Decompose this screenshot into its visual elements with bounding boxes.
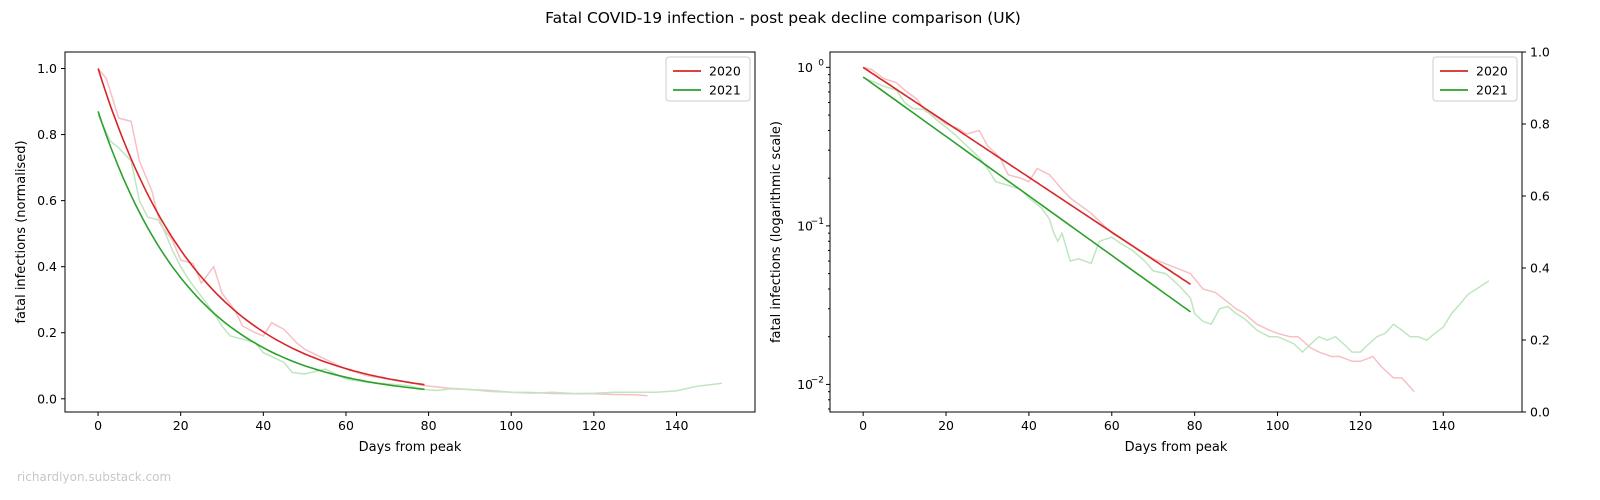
right-y-tick-label: 0.0 [1530, 405, 1550, 420]
x-tick-label: 120 [582, 418, 606, 433]
fit-line-2021 [97, 111, 425, 391]
y-tick-exponent: −2 [811, 375, 824, 385]
right-y-tick-label: 0.2 [1530, 333, 1550, 348]
raw-data-line-2020 [862, 66, 1415, 393]
x-tick-label: 80 [421, 418, 437, 433]
x-tick-label: 60 [1104, 418, 1120, 433]
legend-label-2020: 2020 [1476, 64, 1508, 79]
legend-label-2021: 2021 [709, 83, 741, 98]
plot-area [862, 66, 1490, 393]
y-tick-label: 0.0 [37, 391, 57, 406]
right-y-tick-label: 0.8 [1530, 117, 1550, 132]
axes-frame [829, 51, 1523, 413]
x-tick-label: 0 [859, 418, 867, 433]
x-tick-label: 40 [1021, 418, 1037, 433]
y-tick-label: 0.4 [37, 259, 57, 274]
raw-data-line-2021 [97, 114, 722, 395]
y-tick-exponent: −1 [811, 217, 824, 227]
y-tick-label: 0.2 [37, 325, 57, 340]
x-tick-label: 100 [499, 418, 523, 433]
raw-data-line-2020 [97, 68, 648, 397]
legend-label-2020: 2020 [709, 64, 741, 79]
x-axis-label: Days from peak [1125, 440, 1228, 455]
x-tick-label: 120 [1348, 418, 1372, 433]
linear-chart-panel: 0 20 40 60 80 100 120 140 Days from peak 0.0 0.2 0.… [14, 51, 756, 455]
right-y-tick-label: 0.6 [1530, 189, 1550, 204]
legend: 2020 2021 [1432, 56, 1518, 102]
axes-frame [64, 51, 756, 413]
right-y-tick-label: 0.4 [1530, 261, 1550, 276]
fit-line-2020 [862, 66, 1191, 286]
y-axis-label: fatal infections (normalised) [14, 140, 29, 323]
legend-label-2021: 2021 [1476, 83, 1508, 98]
x-tick-label: 20 [173, 418, 189, 433]
y-tick-label: 0.6 [37, 193, 57, 208]
x-tick-label: 100 [1266, 418, 1290, 433]
x-tick-label: 80 [1187, 418, 1203, 433]
y-axis-label: fatal infections (logarithmic scale) [769, 121, 784, 343]
y-tick-label: 1.0 [37, 61, 57, 76]
right-y-tick-label: 1.0 [1530, 45, 1550, 60]
legend: 2020 2021 [665, 56, 751, 102]
plot-area [97, 68, 722, 397]
y-tick-label: 10 [797, 218, 813, 233]
y-tick-label: 10 [797, 377, 813, 392]
raw-data-line-2021 [862, 77, 1490, 354]
x-axis-label: Days from peak [359, 440, 462, 455]
figure-title: Fatal COVID-19 infection - post peak dec… [545, 9, 1021, 27]
y-tick-exponent: 0 [818, 58, 824, 68]
x-tick-label: 140 [1431, 418, 1455, 433]
x-tick-label: 20 [938, 418, 954, 433]
watermark-text: richardlyon.substack.com [17, 470, 172, 484]
y-tick-label: 10 [797, 60, 813, 75]
x-tick-label: 0 [94, 418, 102, 433]
x-tick-label: 140 [665, 418, 689, 433]
x-tick-label: 40 [255, 418, 271, 433]
x-tick-label: 60 [338, 418, 354, 433]
fit-line-2021 [862, 76, 1191, 313]
fit-line-2020 [97, 68, 425, 386]
y-tick-label: 0.8 [37, 127, 57, 142]
